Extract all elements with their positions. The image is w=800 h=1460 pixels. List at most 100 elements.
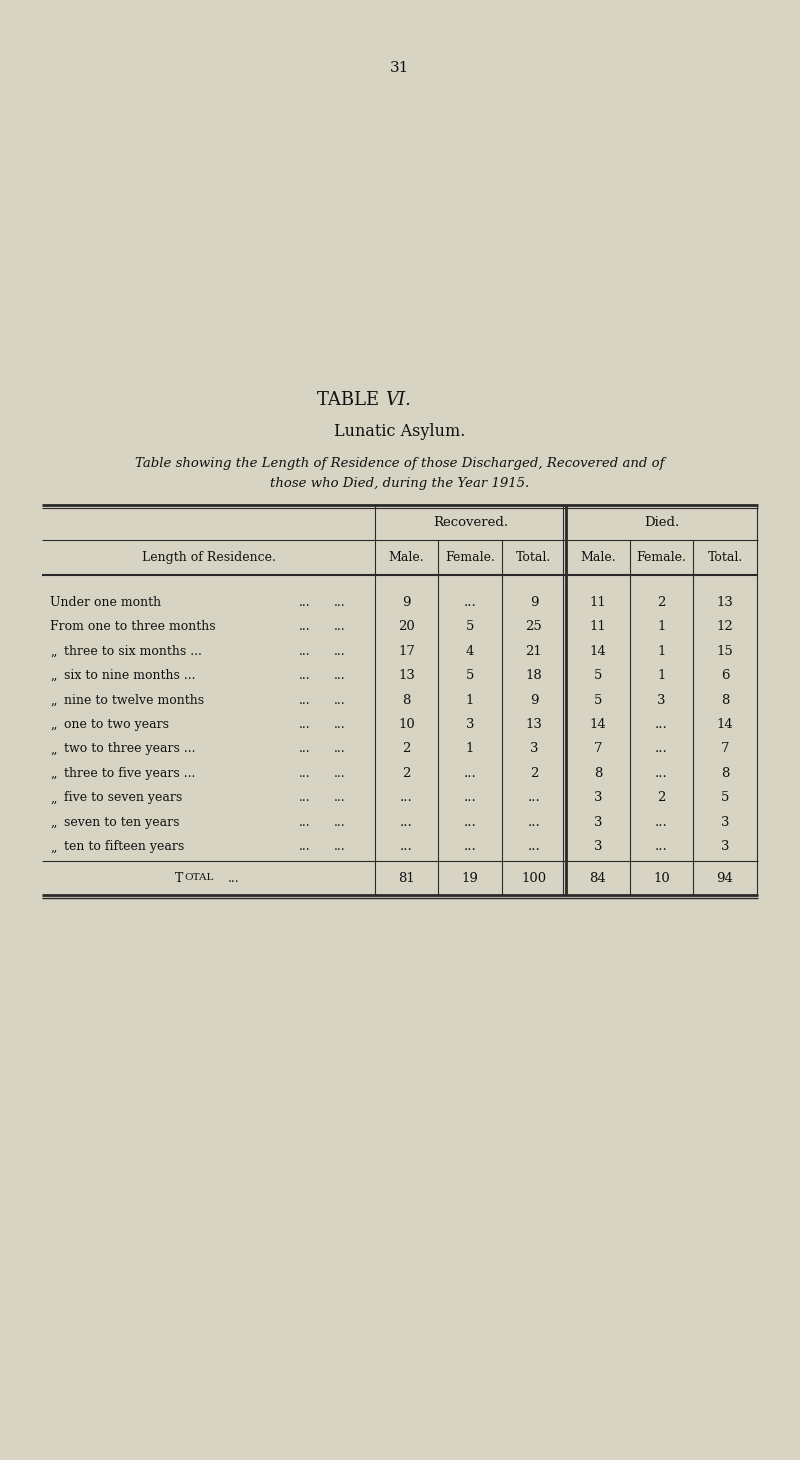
Text: Female.: Female. — [637, 550, 686, 564]
Text: 2: 2 — [658, 596, 666, 609]
Text: ...: ... — [299, 620, 311, 634]
Text: Table showing the Length of Residence of those Discharged, Recovered and of: Table showing the Length of Residence of… — [135, 457, 665, 470]
Text: ...: ... — [299, 743, 311, 755]
Text: 10: 10 — [398, 718, 415, 731]
Text: ...: ... — [464, 791, 476, 804]
Text: Recovered.: Recovered. — [433, 515, 508, 529]
Text: 10: 10 — [653, 872, 670, 885]
Text: 8: 8 — [594, 766, 602, 780]
Text: three to five years ...: three to five years ... — [64, 766, 195, 780]
Text: six to nine months ...: six to nine months ... — [64, 669, 195, 682]
Text: 6: 6 — [721, 669, 730, 682]
Text: ...: ... — [400, 791, 413, 804]
Text: 3: 3 — [530, 743, 538, 755]
Text: ...: ... — [464, 841, 476, 853]
Text: „: „ — [50, 669, 57, 682]
Text: ...: ... — [299, 596, 311, 609]
Text: TABLE: TABLE — [317, 391, 385, 409]
Text: From one to three months: From one to three months — [50, 620, 216, 634]
Text: 94: 94 — [717, 872, 734, 885]
Text: 3: 3 — [721, 841, 730, 853]
Text: 17: 17 — [398, 645, 415, 657]
Text: ...: ... — [299, 791, 311, 804]
Text: 20: 20 — [398, 620, 415, 634]
Text: nine to twelve months: nine to twelve months — [64, 694, 204, 707]
Text: ...: ... — [334, 718, 346, 731]
Text: ...: ... — [228, 872, 240, 885]
Text: „: „ — [50, 743, 57, 755]
Text: 5: 5 — [466, 669, 474, 682]
Text: seven to ten years: seven to ten years — [64, 816, 179, 829]
Text: Died.: Died. — [644, 515, 679, 529]
Text: Male.: Male. — [580, 550, 616, 564]
Text: 4: 4 — [466, 645, 474, 657]
Text: 5: 5 — [466, 620, 474, 634]
Text: ten to fifteen years: ten to fifteen years — [64, 841, 184, 853]
Text: 14: 14 — [717, 718, 734, 731]
Text: 1: 1 — [658, 620, 666, 634]
Text: 9: 9 — [530, 694, 538, 707]
Text: 3: 3 — [594, 791, 602, 804]
Text: Male.: Male. — [389, 550, 424, 564]
Text: ...: ... — [528, 791, 540, 804]
Text: ...: ... — [528, 841, 540, 853]
Text: 8: 8 — [721, 766, 729, 780]
Text: „: „ — [50, 694, 57, 707]
Text: VI.: VI. — [385, 391, 411, 409]
Text: 2: 2 — [402, 766, 410, 780]
Text: 14: 14 — [590, 645, 606, 657]
Text: 3: 3 — [594, 816, 602, 829]
Text: 25: 25 — [526, 620, 542, 634]
Text: T: T — [175, 872, 183, 885]
Text: ...: ... — [655, 816, 668, 829]
Text: ...: ... — [400, 841, 413, 853]
Text: those who Died, during the Year 1915.: those who Died, during the Year 1915. — [270, 476, 530, 489]
Text: 15: 15 — [717, 645, 734, 657]
Text: ...: ... — [655, 743, 668, 755]
Text: ...: ... — [299, 816, 311, 829]
Text: ...: ... — [464, 816, 476, 829]
Text: ...: ... — [299, 694, 311, 707]
Text: ...: ... — [400, 816, 413, 829]
Text: 21: 21 — [526, 645, 542, 657]
Text: ...: ... — [299, 645, 311, 657]
Text: ...: ... — [334, 791, 346, 804]
Text: ...: ... — [299, 766, 311, 780]
Text: ...: ... — [299, 718, 311, 731]
Text: 3: 3 — [594, 841, 602, 853]
Text: „: „ — [50, 791, 57, 804]
Text: ...: ... — [334, 694, 346, 707]
Text: 3: 3 — [658, 694, 666, 707]
Text: Female.: Female. — [445, 550, 495, 564]
Text: 12: 12 — [717, 620, 734, 634]
Text: ...: ... — [334, 620, 346, 634]
Text: ...: ... — [464, 766, 476, 780]
Text: one to two years: one to two years — [64, 718, 169, 731]
Text: 13: 13 — [398, 669, 415, 682]
Text: three to six months ...: three to six months ... — [64, 645, 202, 657]
Text: 14: 14 — [590, 718, 606, 731]
Text: 8: 8 — [402, 694, 410, 707]
Text: 1: 1 — [658, 645, 666, 657]
Text: 5: 5 — [594, 694, 602, 707]
Text: 84: 84 — [590, 872, 606, 885]
Text: 1: 1 — [466, 743, 474, 755]
Text: 2: 2 — [530, 766, 538, 780]
Text: 13: 13 — [717, 596, 734, 609]
Text: ...: ... — [334, 743, 346, 755]
Text: Lunatic Asylum.: Lunatic Asylum. — [334, 423, 466, 441]
Text: ...: ... — [334, 669, 346, 682]
Text: 2: 2 — [658, 791, 666, 804]
Text: 5: 5 — [594, 669, 602, 682]
Text: Length of Residence.: Length of Residence. — [142, 550, 275, 564]
Text: „: „ — [50, 645, 57, 657]
Text: „: „ — [50, 816, 57, 829]
Text: „: „ — [50, 766, 57, 780]
Text: ...: ... — [528, 816, 540, 829]
Text: 9: 9 — [530, 596, 538, 609]
Text: ...: ... — [334, 645, 346, 657]
Text: Total.: Total. — [707, 550, 742, 564]
Text: ...: ... — [464, 596, 476, 609]
Text: 2: 2 — [402, 743, 410, 755]
Text: 11: 11 — [590, 620, 606, 634]
